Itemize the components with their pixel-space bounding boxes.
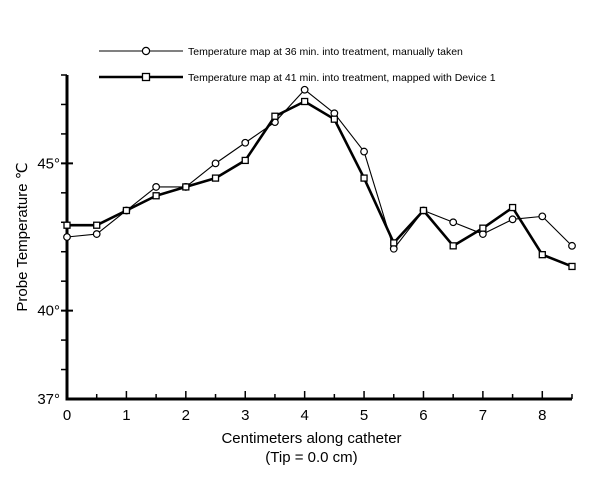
series-1-point bbox=[241, 138, 250, 147]
series-1-point bbox=[568, 241, 576, 250]
series-1-point bbox=[360, 147, 368, 156]
series-2-point bbox=[93, 221, 101, 229]
legend: Temperature map at 36 min. into treatmen… bbox=[99, 46, 496, 84]
series-2-point bbox=[152, 192, 160, 200]
series-1-point bbox=[449, 218, 458, 227]
x-axis-ticks: 0 1 2 3 4 5 6 7 8 bbox=[63, 391, 573, 424]
y-tick-label: 45° bbox=[37, 155, 60, 172]
series-layer bbox=[63, 85, 576, 271]
x-tick-label: 8 bbox=[538, 407, 546, 424]
series-2-point bbox=[449, 242, 457, 250]
x-tick-label: 0 bbox=[63, 407, 71, 424]
x-tick-label: 3 bbox=[241, 407, 249, 424]
legend-circle-marker bbox=[141, 46, 151, 56]
series-1-point bbox=[92, 230, 101, 238]
y-axis-title: Probe Temperature ℃ bbox=[14, 162, 31, 311]
legend-label: Temperature map at 41 min. into treatmen… bbox=[188, 72, 496, 84]
series-2-point bbox=[360, 174, 368, 182]
series-2-point bbox=[479, 224, 487, 232]
series-2-line bbox=[67, 100, 573, 268]
series-1-point bbox=[63, 233, 71, 241]
y-tick-label: 40° bbox=[37, 303, 60, 320]
series-2-point bbox=[211, 174, 220, 182]
x-axis-title: Centimeters along catheter bbox=[221, 430, 401, 447]
series-2-point bbox=[508, 203, 517, 212]
series-2 bbox=[63, 97, 576, 271]
series-2-point bbox=[538, 251, 546, 259]
y-tick-label: 37° bbox=[37, 391, 60, 408]
x-tick-label: 2 bbox=[182, 407, 190, 424]
series-1-point bbox=[152, 183, 161, 191]
x-tick-label: 4 bbox=[300, 407, 308, 424]
series-2-point bbox=[568, 262, 576, 271]
series-1-point bbox=[508, 215, 517, 224]
legend-label: Temperature map at 36 min. into treatmen… bbox=[188, 46, 463, 58]
axes bbox=[65, 75, 572, 401]
series-2-point bbox=[300, 97, 309, 106]
series-2-point bbox=[419, 206, 428, 215]
series-2-point bbox=[122, 206, 131, 215]
series-2-point bbox=[330, 115, 339, 123]
series-2-point bbox=[63, 221, 71, 229]
x-tick-label: 5 bbox=[360, 407, 368, 424]
series-2-point bbox=[182, 183, 190, 191]
series-1-point bbox=[538, 212, 547, 221]
legend-item-2: Temperature map at 41 min. into treatmen… bbox=[99, 72, 496, 84]
y-axis-ticks: 37° 40° 45° bbox=[37, 74, 73, 408]
x-axis-subtitle: (Tip = 0.0 cm) bbox=[265, 449, 357, 466]
series-1-line bbox=[66, 89, 573, 250]
legend-square-marker bbox=[141, 72, 151, 82]
x-tick-label: 7 bbox=[479, 407, 487, 424]
x-tick-label: 6 bbox=[419, 407, 427, 424]
series-2-point bbox=[390, 239, 398, 247]
series-2-point bbox=[271, 112, 279, 120]
series-2-point bbox=[241, 156, 249, 165]
series-1-point bbox=[211, 159, 220, 168]
x-tick-label: 1 bbox=[122, 407, 130, 424]
series-1-point bbox=[300, 85, 309, 94]
legend-item-1: Temperature map at 36 min. into treatmen… bbox=[99, 46, 463, 58]
